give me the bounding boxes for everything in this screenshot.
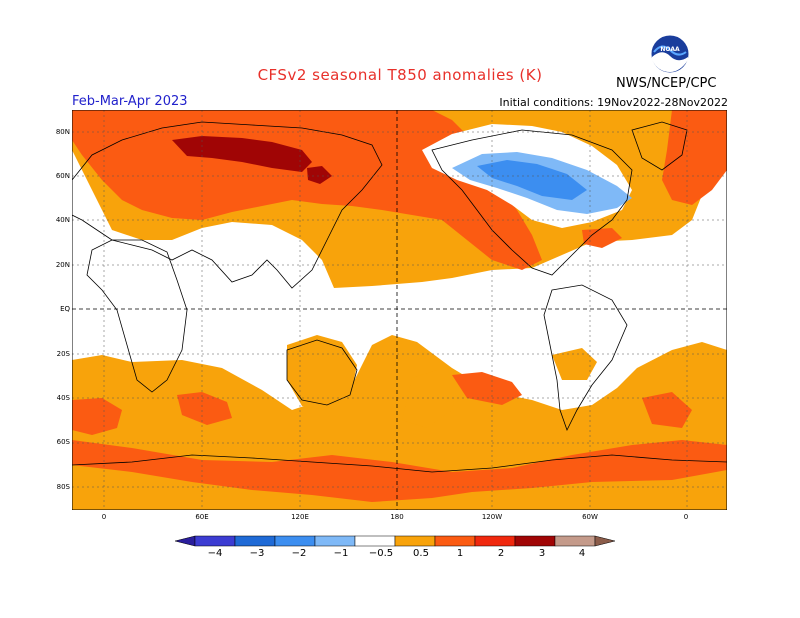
lon-label: 60W bbox=[582, 513, 598, 521]
lon-label: 0 bbox=[101, 513, 107, 521]
lon-label: 0 bbox=[683, 513, 689, 521]
lat-label: 40S bbox=[56, 394, 70, 402]
svg-text:NOAA: NOAA bbox=[660, 46, 680, 53]
agency-label: NWS/NCEP/CPC bbox=[616, 76, 717, 91]
colorbar-segment bbox=[314, 535, 356, 547]
colorbar-segment bbox=[274, 535, 316, 547]
cold-anomaly-fill bbox=[452, 152, 632, 214]
forecast-period: Feb-Mar-Apr 2023 bbox=[72, 94, 188, 109]
colorbar-segment bbox=[234, 535, 276, 547]
colorbar-segment bbox=[554, 535, 596, 547]
colorbar-label: −1 bbox=[333, 548, 349, 559]
lat-label: 80N bbox=[55, 128, 70, 136]
strong-warm-anomaly-fill bbox=[172, 136, 332, 184]
lat-label: 80S bbox=[56, 483, 70, 491]
anomaly-map bbox=[72, 110, 727, 510]
lon-label: 120E bbox=[291, 513, 309, 521]
lat-label: EQ bbox=[60, 305, 70, 313]
colorbar-segment bbox=[354, 535, 396, 547]
colorbar-segment bbox=[394, 535, 436, 547]
colorbar-label: −0.5 bbox=[368, 548, 394, 559]
lat-label: 40N bbox=[55, 216, 70, 224]
coastlines bbox=[72, 121, 727, 473]
lat-label: 20S bbox=[56, 350, 70, 358]
colorbar-segment bbox=[175, 535, 196, 547]
initial-conditions: Initial conditions: 19Nov2022-28Nov2022 bbox=[499, 96, 728, 109]
colorbar-label: 1 bbox=[456, 548, 464, 559]
lon-label: 180 bbox=[390, 513, 404, 521]
map-title: CFSv2 seasonal T850 anomalies (K) bbox=[257, 66, 543, 84]
colorbar-label: 0.5 bbox=[413, 548, 429, 559]
colorbar-segment bbox=[474, 535, 516, 547]
lon-label: 60E bbox=[195, 513, 209, 521]
colorbar-label: −4 bbox=[207, 548, 223, 559]
lat-label: 60N bbox=[55, 172, 70, 180]
gridlines bbox=[72, 110, 727, 510]
colorbar-segment bbox=[514, 535, 556, 547]
colorbar-label: 2 bbox=[497, 548, 505, 559]
lon-label: 120W bbox=[481, 513, 503, 521]
colorbar-segment bbox=[594, 535, 616, 547]
colorbar-label: 4 bbox=[578, 548, 586, 559]
lat-label: 20N bbox=[55, 261, 70, 269]
colorbar-label: 3 bbox=[538, 548, 546, 559]
colorbar-segment bbox=[434, 535, 476, 547]
colorbar-label: −3 bbox=[249, 548, 265, 559]
lat-label: 60S bbox=[56, 438, 70, 446]
colorbar bbox=[175, 535, 616, 547]
noaa-logo: NOAA bbox=[650, 34, 690, 78]
colorbar-segment bbox=[194, 535, 236, 547]
colorbar-label: −2 bbox=[291, 548, 307, 559]
